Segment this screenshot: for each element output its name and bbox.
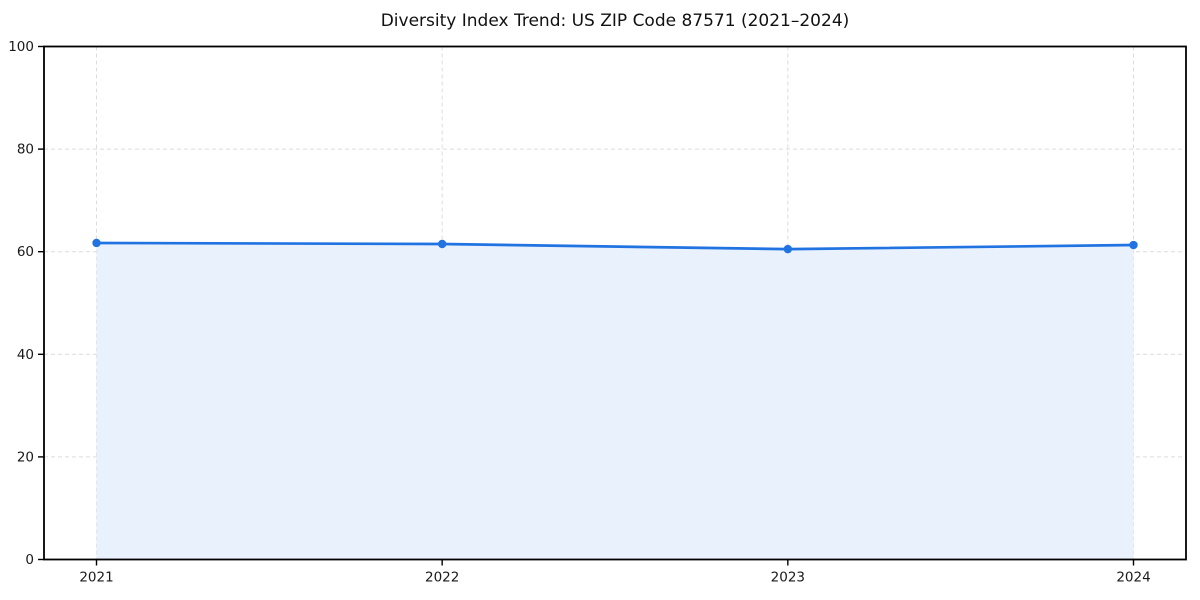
data-point-marker-2021 [92, 238, 101, 248]
chart-title: Diversity Index Trend: US ZIP Code 87571… [380, 11, 850, 31]
x-tick-label: 2022 [425, 570, 459, 586]
data-point-marker-2023 [783, 244, 793, 254]
x-tick-label: 2024 [1116, 570, 1150, 586]
y-tick-label: 80 [17, 142, 34, 158]
plot-border [43, 45, 1187, 561]
data-point-marker-2022 [437, 239, 447, 249]
y-tick-label: 40 [17, 347, 34, 363]
y-tick-label: 100 [8, 39, 34, 55]
trend-line [95, 241, 1135, 251]
y-tick-label: 60 [17, 244, 34, 260]
x-tick-label: 2021 [79, 570, 113, 586]
data-point-marker-2024 [1129, 240, 1138, 250]
y-tick-label: 0 [25, 552, 34, 568]
area-fill [96, 242, 1134, 560]
x-tick-label: 2023 [771, 570, 805, 586]
y-tick-label: 20 [17, 449, 34, 465]
